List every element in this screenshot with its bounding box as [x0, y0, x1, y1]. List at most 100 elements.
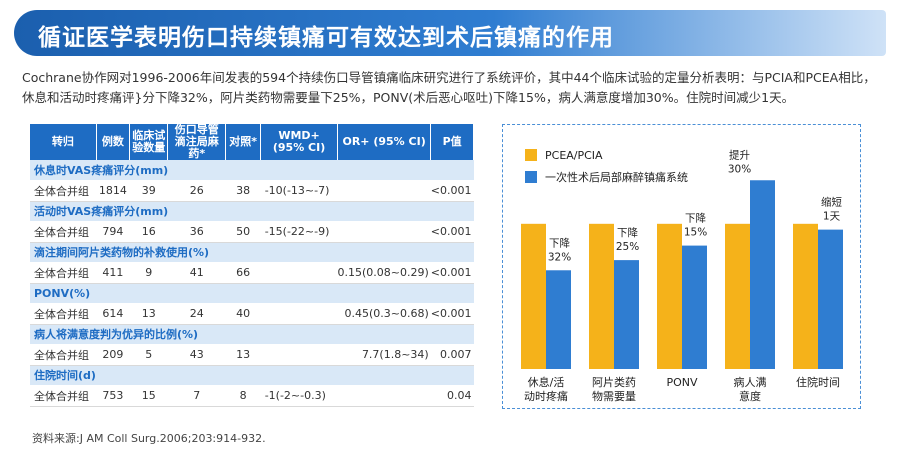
bar-annotation: 缩短	[821, 196, 842, 209]
table-section-row: 活动时VAS疼痛评分(mm)	[30, 201, 474, 222]
chart-bar	[682, 245, 707, 369]
table-cell: <0.001	[430, 262, 474, 284]
table-cell: 7	[167, 385, 226, 407]
table-header: OR+ (95% CI)	[337, 124, 432, 160]
table-row: 全体合并组 794 16 36 50 -15(-22~-9) <0.001	[30, 221, 474, 243]
bar-annotation: 25%	[616, 241, 639, 253]
table-cell: 全体合并组	[30, 344, 97, 366]
table-cell: 全体合并组	[30, 180, 97, 202]
section-title: 病人将满意度判为优异的比例(%)	[30, 324, 474, 345]
table-cell: 41	[167, 262, 226, 284]
bar-annotation: 下降	[685, 212, 706, 225]
table-cell: -15(-22~-9)	[260, 221, 338, 243]
section-title: 活动时VAS疼痛评分(mm)	[30, 201, 474, 222]
chart-bar	[750, 180, 775, 369]
table-header-row: 转归 例数 临床试验数量 伤口导管滴注局麻药* 对照* WMD+ (95% CI…	[30, 124, 474, 160]
legend-swatch	[525, 149, 537, 161]
table-cell	[260, 303, 338, 325]
table-cell: 40	[225, 303, 261, 325]
category-label: 动时疼痛	[524, 389, 568, 403]
table-cell: 7.7(1.8~34)	[337, 344, 431, 366]
table-cell: 13	[225, 344, 261, 366]
table-header: P值	[430, 124, 474, 160]
source-citation: 资料来源:J AM Coll Surg.2006;203:914-932.	[32, 432, 266, 445]
table-cell: <0.001	[430, 221, 474, 243]
table-cell	[337, 180, 431, 202]
category-label: 休息/活	[528, 375, 565, 389]
table-cell: 209	[96, 344, 130, 366]
bar-annotation: 1天	[823, 211, 841, 223]
table-row: 全体合并组 209 5 43 13 7.7(1.8~34) 0.007	[30, 344, 474, 366]
table-cell: 24	[167, 303, 226, 325]
section-title: PONV(%)	[30, 283, 474, 304]
table-cell: <0.001	[430, 303, 474, 325]
category-label: 阿片类药	[592, 375, 636, 389]
page-title: 循证医学表明伤口持续镇痛可有效达到术后镇痛的作用	[38, 25, 614, 51]
table-cell: 5	[129, 344, 168, 366]
table-cell: 38	[225, 180, 261, 202]
table-cell: 8	[225, 385, 261, 407]
chart-bar	[546, 270, 571, 369]
category-label: 意度	[739, 389, 761, 403]
chart-bar	[589, 223, 614, 369]
chart-bar	[521, 223, 546, 369]
bar-annotation: 下降	[549, 236, 570, 249]
table-cell: -1(-2~-0.3)	[260, 385, 338, 407]
table-header: 转归	[30, 124, 97, 160]
comparison-chart: PCEA/PCIA 一次性术后局部麻醉镇痛系统 下降 32% 休息/活 动时疼痛 下降 25%…	[502, 124, 861, 409]
table-section-row: 滴注期间阿片类药物的补救使用(%)	[30, 242, 474, 263]
table-section-row: PONV(%)	[30, 283, 474, 304]
table-cell: 13	[129, 303, 168, 325]
table-cell: 9	[129, 262, 168, 284]
table-cell: 0.04	[430, 385, 474, 407]
table-cell: 全体合并组	[30, 221, 97, 243]
table-cell: 794	[96, 221, 130, 243]
category-label: 病人满	[734, 375, 767, 389]
table-cell: 411	[96, 262, 130, 284]
section-title: 休息时VAS疼痛评分(mm)	[30, 160, 474, 181]
bar-annotation: 提升	[729, 149, 750, 161]
table-section-row: 休息时VAS疼痛评分(mm)	[30, 160, 474, 181]
title-banner: 循证医学表明伤口持续镇痛可有效达到术后镇痛的作用	[14, 10, 886, 56]
table-cell	[260, 262, 338, 284]
bar-annotation: 32%	[548, 251, 571, 263]
table-cell: 0.15(0.08~0.29)	[337, 262, 431, 284]
table-row: 全体合并组 753 15 7 8 -1(-2~-0.3) 0.04	[30, 385, 474, 407]
chart-bar	[657, 223, 682, 369]
table-cell: 15	[129, 385, 168, 407]
table-cell: 753	[96, 385, 130, 407]
category-label: 住院时间	[796, 375, 840, 389]
category-label: PONV	[666, 376, 698, 389]
outcome-table: 转归 例数 临床试验数量 伤口导管滴注局麻药* 对照* WMD+ (95% CI…	[30, 124, 474, 407]
section-title: 滴注期间阿片类药物的补救使用(%)	[30, 242, 474, 263]
table-header: 临床试验数量	[129, 124, 169, 160]
chart-bar	[818, 229, 843, 369]
table-cell: 0.45(0.3~0.68)	[337, 303, 431, 325]
table-row: 全体合并组 1814 39 26 38 -10(-13~-7) <0.001	[30, 180, 474, 202]
table-cell	[260, 344, 338, 366]
table-cell: 43	[167, 344, 226, 366]
table-header: 伤口导管滴注局麻药*	[167, 124, 227, 160]
intro-paragraph: Cochrane协作网对1996-2006年间发表的594个持续伤口导管镇痛临床…	[22, 70, 876, 105]
category-label: 物需要量	[592, 389, 636, 403]
table-header: 例数	[96, 124, 130, 160]
table-cell: 1814	[96, 180, 130, 202]
chart-bar	[793, 223, 818, 369]
legend-label: PCEA/PCIA	[545, 149, 603, 162]
table-header: WMD+ (95% CI)	[260, 124, 338, 160]
legend-swatch	[525, 171, 537, 183]
table-cell: 50	[225, 221, 261, 243]
table-cell: -10(-13~-7)	[260, 180, 338, 202]
table-cell: 66	[225, 262, 261, 284]
table-cell: 全体合并组	[30, 385, 97, 407]
bar-annotation: 下降	[617, 226, 638, 239]
table-cell: 全体合并组	[30, 303, 97, 325]
table-cell: 39	[129, 180, 168, 202]
table-row: 全体合并组 411 9 41 66 0.15(0.08~0.29) <0.001	[30, 262, 474, 284]
table-cell	[337, 385, 431, 407]
bar-annotation: 30%	[728, 163, 751, 175]
table-section-row: 住院时间(d)	[30, 365, 474, 386]
section-title: 住院时间(d)	[30, 365, 474, 386]
chart-bar	[614, 260, 639, 369]
